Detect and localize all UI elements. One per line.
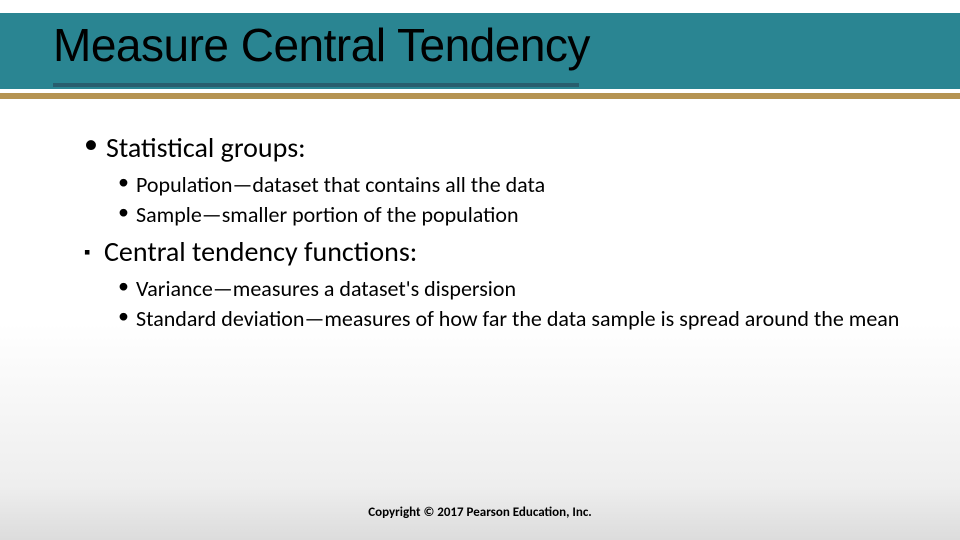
slide-content: Statistical groups: Population—dataset t…	[62, 130, 902, 334]
section-heading: Statistical groups:	[84, 130, 902, 165]
bullet-item: Standard deviation—measures of how far t…	[118, 305, 902, 333]
slide-title: Measure Central Tendency	[53, 18, 590, 72]
copyright-footer: Copyright © 2017 Pearson Education, Inc.	[0, 505, 960, 520]
bullet-item: Population—dataset that contains all the…	[118, 171, 902, 199]
bullet-item: Variance—measures a dataset's dispersion	[118, 275, 902, 303]
section-heading: Central tendency functions:	[84, 234, 902, 269]
bullet-item: Sample—smaller portion of the population	[118, 201, 902, 229]
gold-divider	[0, 93, 960, 99]
title-underline	[53, 83, 579, 87]
